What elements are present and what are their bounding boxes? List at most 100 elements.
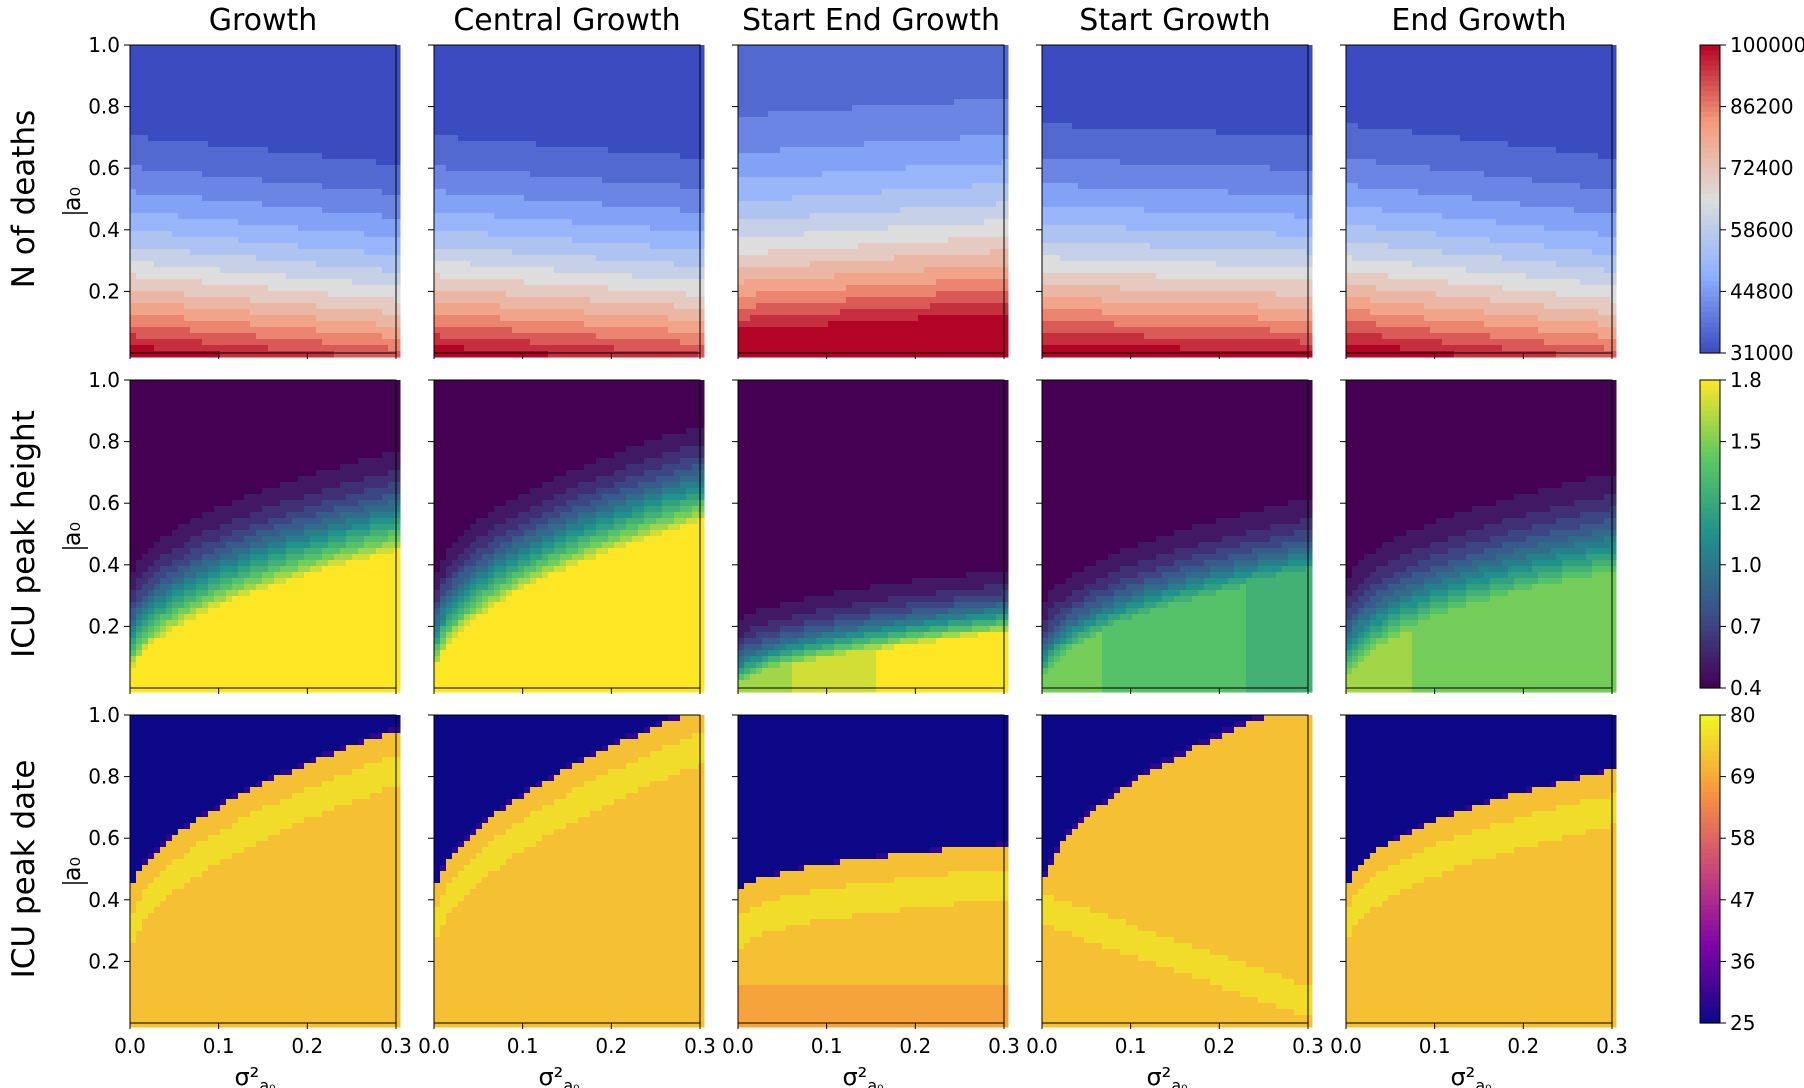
heatmap-cell [328,153,335,160]
heatmap-cell [328,129,335,136]
heatmap-cell [160,303,167,310]
heatmap-cell [358,201,365,208]
heatmap-cell [202,231,209,238]
heatmap-cell [184,207,191,214]
heatmap-cell [548,165,555,172]
heatmap-cell [656,63,663,70]
heatmap-cell [590,111,597,118]
heatmap-cell [142,105,149,112]
heatmap-cell [346,273,353,280]
heatmap-cell [632,183,639,190]
heatmap-cell [346,351,353,358]
heatmap-cell [394,303,401,310]
heatmap-cell [334,315,341,322]
heatmap-cell [506,219,513,226]
heatmap-cell [698,213,705,220]
heatmap-cell [626,261,633,268]
heatmap-cell [680,63,687,70]
heatmap-cell [304,129,311,136]
heatmap-cell [548,123,555,130]
heatmap-cell [656,57,663,64]
heatmap-cell [668,159,675,166]
heatmap-cell [154,345,161,352]
heatmap-cell [578,159,585,166]
heatmap-cell [304,219,311,226]
heatmap-cell [494,219,501,226]
heatmap-cell [650,279,657,286]
heatmap-cell [352,213,359,220]
heatmap-cell [310,321,317,328]
heatmap-cell [440,231,447,238]
heatmap-cell [148,105,155,112]
heatmap-cell [322,339,329,346]
heatmap-cell [686,141,693,148]
heatmap-cell [220,135,227,142]
heatmap-cell [506,81,513,88]
heatmap-cell [662,87,669,94]
heatmap-cell [488,171,495,178]
heatmap-cell [446,189,453,196]
heatmap-cell [542,63,549,70]
heatmap-cell [476,69,483,76]
heatmap-cell [214,45,221,52]
heatmap-cell [554,225,561,232]
heatmap-cell [518,87,525,94]
heatmap-cell [446,135,453,142]
heatmap-cell [334,93,341,100]
heatmap-cell [434,183,441,190]
heatmap-cell [440,261,447,268]
heatmap-cell [668,69,675,76]
heatmap-cell [244,261,251,268]
heatmap-cell [370,231,377,238]
heatmap-cell [250,291,257,298]
heatmap-cell [238,303,245,310]
heatmap-cell [656,93,663,100]
heatmap-cell [542,195,549,202]
heatmap-cell [322,345,329,352]
heatmap-cell [382,279,389,286]
heatmap-cell [328,225,335,232]
heatmap-cell [280,165,287,172]
heatmap-cell [202,243,209,250]
heatmap-cell [130,255,137,262]
heatmap-cell [130,93,137,100]
heatmap-cell [166,135,173,142]
heatmap-cell [530,111,537,118]
heatmap-cell [232,219,239,226]
heatmap-cell [524,237,531,244]
heatmap-cell [674,135,681,142]
heatmap-cell [674,237,681,244]
heatmap-cell [202,111,209,118]
heatmap-cell [268,273,275,280]
heatmap-cell [208,195,215,202]
heatmap-cell [310,243,317,250]
heatmap-cell [644,87,651,94]
heatmap-cell [130,81,137,88]
heatmap-cell [494,183,501,190]
heatmap-cell [638,117,645,124]
heatmap-cell [226,225,233,232]
heatmap-cell [220,105,227,112]
heatmap-cell [662,99,669,106]
heatmap-cell [154,339,161,346]
heatmap-cell [602,159,609,166]
heatmap-cell [394,177,401,184]
heatmap-cell [602,249,609,256]
heatmap-cell [364,327,371,334]
heatmap-cell [434,51,441,58]
heatmap-cell [334,75,341,82]
heatmap-cell [458,273,465,280]
heatmap-cell [304,333,311,340]
heatmap-cell [214,333,221,340]
heatmap-cell [130,189,137,196]
heatmap-cell [358,189,365,196]
heatmap-cell [644,273,651,280]
heatmap-cell [214,159,221,166]
heatmap-cell [488,93,495,100]
heatmap-cell [584,231,591,238]
heatmap-cell [554,249,561,256]
heatmap-cell [632,273,639,280]
heatmap-cell [560,207,567,214]
heatmap-cell [268,291,275,298]
heatmap-cell [310,87,317,94]
